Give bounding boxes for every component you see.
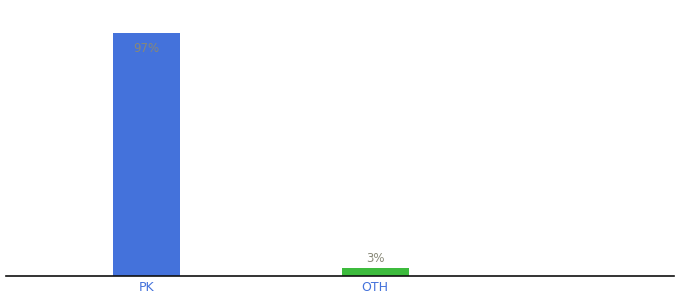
Text: 97%: 97%	[133, 42, 159, 55]
Bar	[113, 33, 180, 276]
Bar	[342, 268, 409, 276]
Text: 3%: 3%	[366, 252, 384, 265]
